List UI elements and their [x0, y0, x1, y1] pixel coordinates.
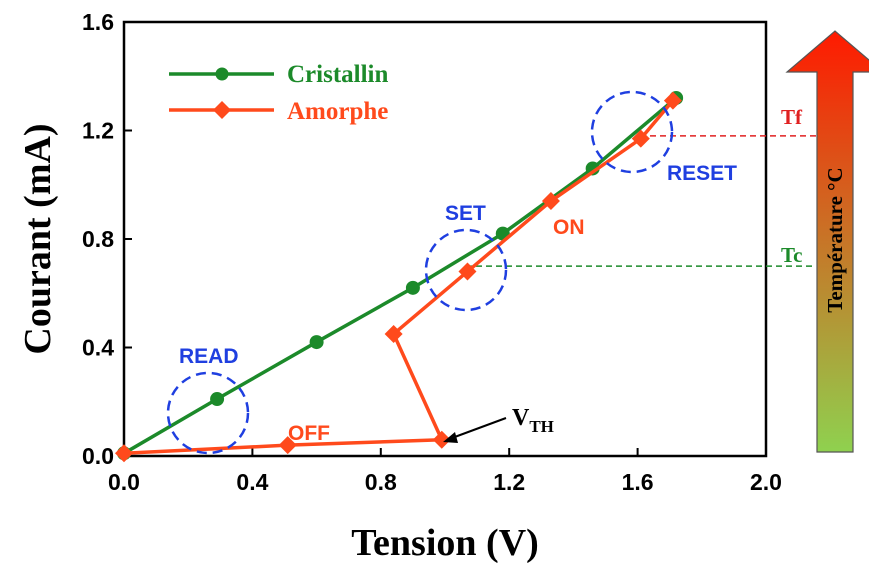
- vth-main: V: [512, 405, 530, 431]
- vth-annotation: VTH: [443, 405, 554, 443]
- data-point-amorphe: [631, 129, 650, 148]
- data-point-cristallin: [585, 161, 600, 176]
- temperature-arrow: Température °C Tf Tc: [781, 30, 869, 453]
- y-axis: 0.0 0.4 0.8 1.2 1.6: [82, 9, 132, 469]
- tf-label: Tf: [781, 105, 803, 129]
- vth-arrow: [451, 417, 507, 439]
- set-circle: [424, 228, 508, 312]
- x-tick-label: 1.2: [493, 469, 525, 495]
- plot-area: [122, 20, 768, 458]
- x-axis-title: Tension (V): [351, 522, 539, 563]
- data-point-amorphe: [384, 324, 403, 343]
- y-tick-label: 0.8: [82, 226, 114, 252]
- data-point-cristallin: [210, 392, 225, 407]
- legend-marker-amorphe: [213, 101, 231, 119]
- reset-circle: [590, 90, 674, 174]
- y-tick-label: 0.4: [82, 335, 114, 361]
- series-line-cristallin: [123, 96, 678, 455]
- legend-label-cristallin: Cristallin: [287, 61, 388, 88]
- vth-subscript: TH: [529, 417, 554, 436]
- data-point-amorphe: [458, 262, 477, 281]
- data-point-cristallin: [309, 335, 324, 350]
- y-axis-title: Courant (mA): [17, 123, 59, 354]
- data-point-amorphe: [432, 430, 451, 449]
- y-tick-label: 0.0: [82, 443, 114, 469]
- read-circle: [166, 371, 250, 455]
- series-line-amorphe: [123, 99, 675, 456]
- temperature-arrow-shape: [785, 30, 869, 453]
- reset-label: RESET: [667, 162, 737, 185]
- data-point-cristallin: [405, 280, 420, 295]
- legend-label-amorphe: Amorphe: [287, 98, 388, 125]
- vth-arrowhead: [443, 432, 458, 443]
- x-axis: 0.0 0.4 0.8 1.2 1.6 2.0: [108, 448, 782, 495]
- legend-marker-cristallin: [215, 67, 229, 81]
- legend: Cristallin Amorphe: [169, 61, 388, 125]
- set-label: SET: [445, 202, 486, 225]
- x-tick-label: 0.4: [236, 469, 268, 495]
- data-point-amorphe: [541, 192, 560, 211]
- x-tick-label: 0.8: [365, 469, 397, 495]
- read-label: READ: [179, 345, 239, 368]
- on-label: ON: [553, 216, 585, 239]
- temperature-label: Température °C: [823, 167, 847, 312]
- x-tick-label: 1.6: [622, 469, 654, 495]
- tc-label: Tc: [781, 243, 802, 267]
- series-layer: [115, 90, 684, 463]
- y-tick-label: 1.6: [82, 9, 114, 35]
- annotation-circles: [166, 90, 674, 455]
- data-point-amorphe: [278, 436, 297, 455]
- off-label: OFF: [288, 422, 330, 445]
- y-tick-label: 1.2: [82, 118, 114, 144]
- data-point-amorphe: [663, 91, 682, 110]
- vth-label: VTH: [512, 405, 554, 436]
- x-tick-label: 0.0: [108, 469, 140, 495]
- x-tick-label: 2.0: [750, 469, 782, 495]
- data-point-amorphe: [115, 444, 133, 463]
